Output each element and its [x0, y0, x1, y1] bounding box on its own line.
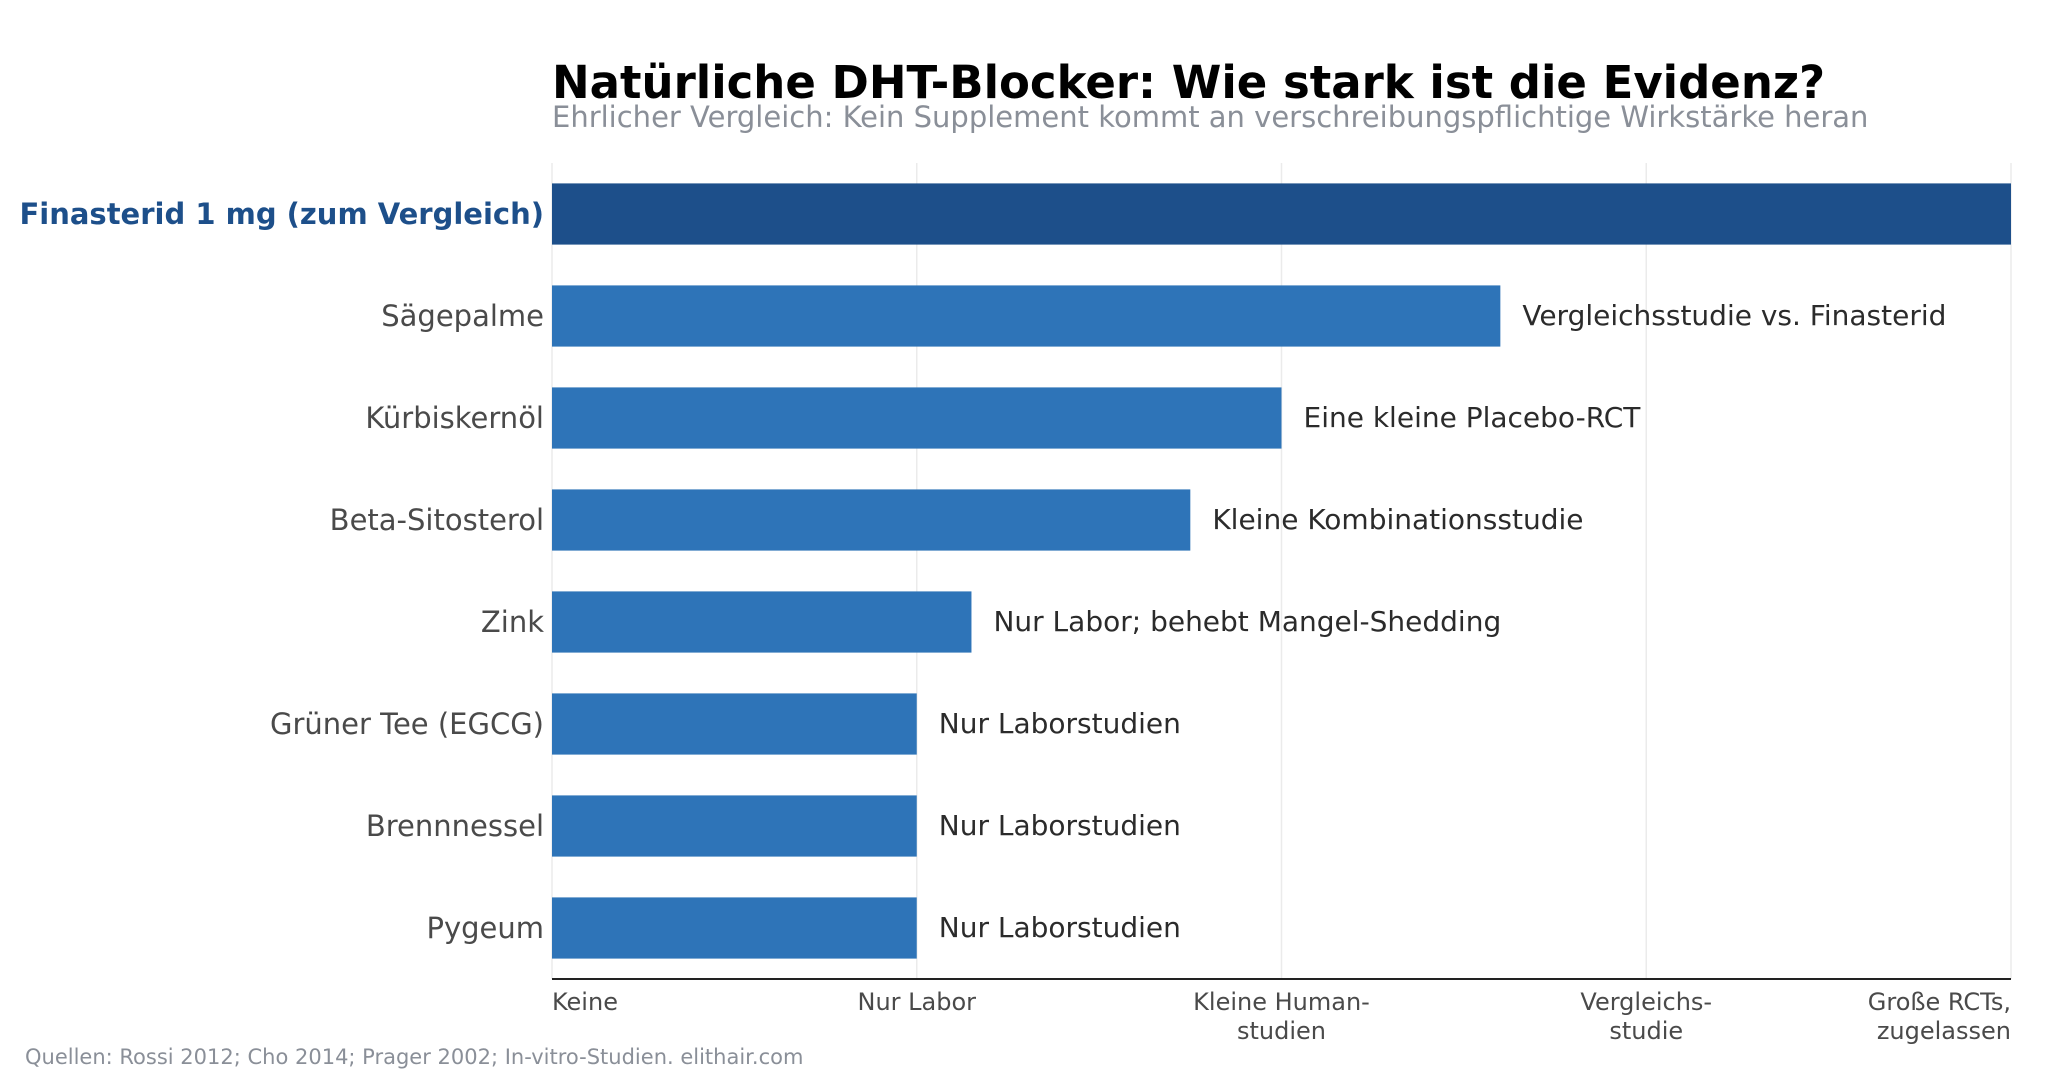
chart-subtitle: Ehrlicher Vergleich: Kein Supplement kom…	[552, 100, 1868, 134]
category-label: Kürbiskernöl	[365, 401, 544, 435]
bar	[552, 489, 1191, 551]
x-tick-label: Vergleichs-studie	[1580, 988, 1712, 1045]
bar-annotation: Eine kleine Placebo-RCT	[1304, 401, 1642, 434]
bar	[552, 693, 917, 755]
x-tick-label-line: zugelassen	[1877, 1017, 2011, 1045]
category-label: Zink	[481, 605, 544, 639]
x-tick-label-line: studie	[1609, 1017, 1683, 1045]
x-tick-label-line: Nur Labor	[857, 988, 976, 1016]
chart-title: Natürliche DHT-Blocker: Wie stark ist di…	[552, 56, 1825, 109]
bar-annotations: Vergleichsstudie vs. Finasterid Eine klei…	[939, 299, 1947, 944]
bar-annotation: Nur Laborstudien	[939, 809, 1181, 842]
category-label: Beta-Sitosterol	[330, 503, 544, 537]
category-label: Finasterid 1 mg (zum Vergleich)	[19, 197, 544, 231]
x-tick-label: Kleine Human-studien	[1193, 988, 1370, 1045]
x-tick-label-line: Keine	[552, 988, 618, 1016]
bar	[552, 897, 917, 959]
source-note: Quellen: Rossi 2012; Cho 2014; Prager 20…	[25, 1045, 803, 1069]
bar	[552, 591, 972, 653]
x-tick-label: Keine	[552, 988, 618, 1016]
category-label: Grüner Tee (EGCG)	[270, 707, 544, 741]
x-tick-label-line: Kleine Human-	[1193, 988, 1370, 1016]
bar	[552, 285, 1501, 347]
category-label: Sägepalme	[381, 299, 544, 333]
category-labels: Finasterid 1 mg (zum Vergleich) Sägepalme…	[19, 197, 544, 945]
x-tick-label: Nur Labor	[857, 988, 976, 1016]
x-tick-label: Große RCTs, zugelassen	[1868, 988, 2011, 1045]
bar-annotation: Nur Laborstudien	[939, 911, 1181, 944]
x-axis-ticks: Keine Nur Labor Kleine Human-studien Vergle…	[552, 988, 2011, 1045]
bar-annotation: Nur Labor; behebt Mangel-Shedding	[993, 605, 1501, 638]
bar-annotation: Kleine Kombinationsstudie	[1212, 503, 1583, 536]
bar	[552, 795, 917, 857]
bar-annotation: Vergleichsstudie vs. Finasterid	[1522, 299, 1946, 332]
bar-annotation: Nur Laborstudien	[939, 707, 1181, 740]
x-tick-label-line: Große RCTs,	[1868, 988, 2011, 1016]
bar	[552, 183, 2011, 245]
x-tick-label-line: studien	[1237, 1017, 1326, 1045]
x-tick-label-line: Vergleichs-	[1580, 988, 1712, 1016]
category-label: Pygeum	[426, 911, 544, 945]
bar	[552, 387, 1282, 449]
category-label: Brennnessel	[366, 809, 544, 843]
bars	[552, 183, 2011, 959]
